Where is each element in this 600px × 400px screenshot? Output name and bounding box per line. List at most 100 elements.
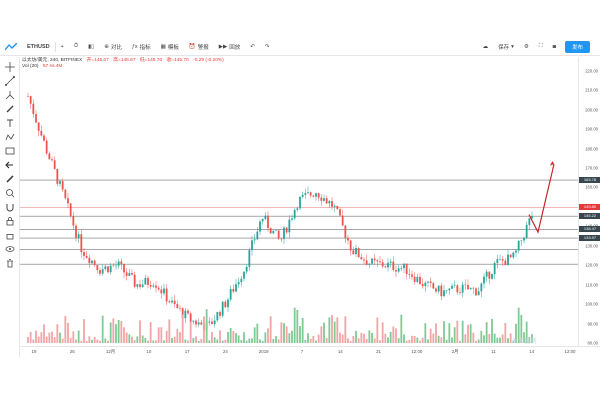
- volume-bar: [523, 332, 525, 343]
- gear-icon: ⚙: [523, 43, 529, 50]
- candle-body: [376, 260, 379, 262]
- candle-body: [467, 285, 469, 290]
- volume-bar: [229, 327, 232, 343]
- volume-bar: [304, 340, 307, 343]
- candle-body: [325, 198, 328, 204]
- candle-body: [93, 260, 96, 266]
- volume-bar: [96, 339, 99, 343]
- template-button[interactable]: ▦ 模板: [156, 38, 184, 56]
- publish-button[interactable]: 发布: [564, 40, 590, 53]
- price-chart[interactable]: [20, 57, 578, 347]
- cloud-icon[interactable]: ☁: [482, 43, 489, 50]
- replay-button[interactable]: ▶▶ 回放: [214, 38, 245, 56]
- alert-button[interactable]: ⏰ 警报: [184, 38, 214, 56]
- volume-bar: [101, 315, 104, 343]
- settings-button[interactable]: ⚙: [519, 38, 534, 56]
- volume-bar: [432, 333, 435, 343]
- magnet-icon[interactable]: [3, 201, 17, 212]
- candle-body: [192, 320, 195, 322]
- candle-body: [517, 240, 520, 251]
- lock-icon[interactable]: [3, 215, 17, 226]
- crosshair-icon[interactable]: [3, 61, 17, 72]
- interval-button[interactable]: ⏱: [69, 38, 83, 56]
- volume-bar: [464, 334, 467, 343]
- volume-bar: [520, 314, 523, 343]
- candle-body: [525, 224, 528, 238]
- volume-bar: [272, 338, 275, 343]
- pattern-icon[interactable]: [3, 131, 17, 142]
- volume-bar: [269, 316, 272, 343]
- interval-icon: ⏱: [73, 43, 79, 49]
- template-label: 模板: [167, 44, 179, 51]
- volume-bar: [301, 317, 304, 343]
- candle-body: [496, 259, 499, 263]
- back-arrow-icon[interactable]: [3, 159, 17, 170]
- volume-bar: [288, 333, 291, 343]
- candle-body: [403, 263, 405, 269]
- time-tick-label: 14: [529, 349, 535, 354]
- volume-bar: [144, 337, 147, 343]
- volume-bar: [427, 339, 429, 343]
- volume-bar: [275, 336, 277, 343]
- volume-bar: [232, 330, 235, 343]
- volume-bar: [85, 340, 88, 343]
- redo-button[interactable]: ↷: [260, 38, 275, 56]
- indicator-button[interactable]: ƒx 指标: [127, 38, 156, 56]
- price-tick-label: 120.00: [585, 262, 598, 268]
- pitchfork-icon[interactable]: [3, 89, 17, 100]
- volume-bar: [219, 330, 221, 343]
- save-button[interactable]: 保存 ▾: [493, 38, 519, 56]
- volume-bar: [355, 330, 357, 343]
- volume-bar: [176, 328, 179, 343]
- brush-icon[interactable]: [3, 103, 17, 114]
- alert-label: 警报: [197, 44, 209, 51]
- candle-body: [227, 299, 229, 308]
- ruler-icon[interactable]: [3, 173, 17, 184]
- volume-bar: [309, 338, 312, 343]
- replay-icon: ▶▶: [218, 43, 228, 50]
- eye-icon[interactable]: [3, 243, 17, 254]
- symbol-search[interactable]: ETHUSD: [22, 38, 55, 56]
- candle-body: [395, 270, 397, 272]
- time-scale[interactable]: 19 26 12月 10 17 24 2019 7 14 21 12:00 2月 11 14 12:00: [20, 346, 600, 356]
- volume-bar: [336, 317, 339, 343]
- volume-bar: [136, 336, 139, 343]
- candle-body: [333, 205, 336, 207]
- volume-bar: [368, 330, 371, 343]
- candle-body: [37, 122, 40, 131]
- undo-button[interactable]: ↶: [245, 38, 260, 56]
- add-symbol-button[interactable]: +: [56, 38, 69, 56]
- snapshot-button[interactable]: ◙: [548, 38, 561, 56]
- price-scale[interactable]: 220.00 210.00 200.00 190.00 180.00 170.00 160.…: [578, 57, 600, 347]
- volume-bar: [392, 326, 395, 343]
- volume-bar: [261, 340, 264, 343]
- candle-body: [163, 288, 165, 294]
- volume-bar: [408, 339, 411, 343]
- volume-bar: [501, 334, 504, 343]
- volume-bar: [491, 318, 493, 343]
- volume-bar: [51, 331, 53, 343]
- lock-drawings-icon[interactable]: [3, 229, 17, 240]
- volume-bar: [152, 340, 155, 343]
- trend-line-icon[interactable]: [3, 75, 17, 86]
- candle-body: [384, 266, 387, 268]
- chart-type-button[interactable]: ▮▯: [83, 38, 99, 56]
- candle-body: [397, 268, 400, 272]
- arrow-head-icon: [550, 161, 554, 166]
- fullscreen-button[interactable]: ⛶: [534, 38, 548, 56]
- candle-body: [421, 284, 424, 287]
- text-icon[interactable]: [3, 117, 17, 128]
- candle-body: [269, 228, 272, 234]
- volume-bar: [488, 333, 491, 343]
- logo-icon[interactable]: [0, 38, 22, 56]
- volume-bar: [461, 320, 464, 343]
- prediction-icon[interactable]: [3, 145, 17, 156]
- compare-button[interactable]: ⊕ 对比: [99, 38, 127, 56]
- volume-bar: [115, 324, 117, 343]
- candle-body: [133, 274, 136, 287]
- compare-label: 对比: [110, 44, 122, 51]
- candle-body: [69, 203, 72, 216]
- zoom-in-icon[interactable]: [3, 187, 17, 198]
- trash-icon[interactable]: [3, 257, 17, 268]
- candle-body: [120, 261, 123, 264]
